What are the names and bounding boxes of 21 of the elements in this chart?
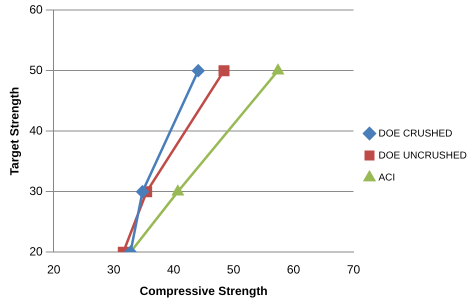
legend-label: DOE CRUSHED bbox=[378, 128, 452, 140]
x-tick-label: 50 bbox=[226, 262, 241, 277]
x-tick-label: 30 bbox=[107, 262, 121, 277]
x-tick-label: 40 bbox=[166, 262, 181, 277]
legend-label: DOE UNCRUSHED bbox=[378, 150, 467, 162]
x-tick-label: 70 bbox=[346, 262, 360, 277]
x-axis-title: Compressive Strength bbox=[140, 284, 268, 298]
x-tick-label: 60 bbox=[286, 262, 301, 277]
y-tick-label: 30 bbox=[29, 184, 44, 198]
point bbox=[218, 65, 230, 76]
y-tick-label: 50 bbox=[29, 63, 44, 78]
x-tick-label: 20 bbox=[47, 262, 61, 277]
point bbox=[192, 64, 204, 77]
point bbox=[272, 64, 284, 74]
point bbox=[172, 185, 184, 196]
y-tick-label: 60 bbox=[29, 2, 44, 17]
legend-label: ACI bbox=[378, 172, 396, 184]
point bbox=[136, 185, 149, 198]
y-axis-title: Target Strength bbox=[8, 86, 22, 176]
y-tick-label: 40 bbox=[29, 124, 44, 138]
y-tick-label: 20 bbox=[29, 244, 44, 259]
